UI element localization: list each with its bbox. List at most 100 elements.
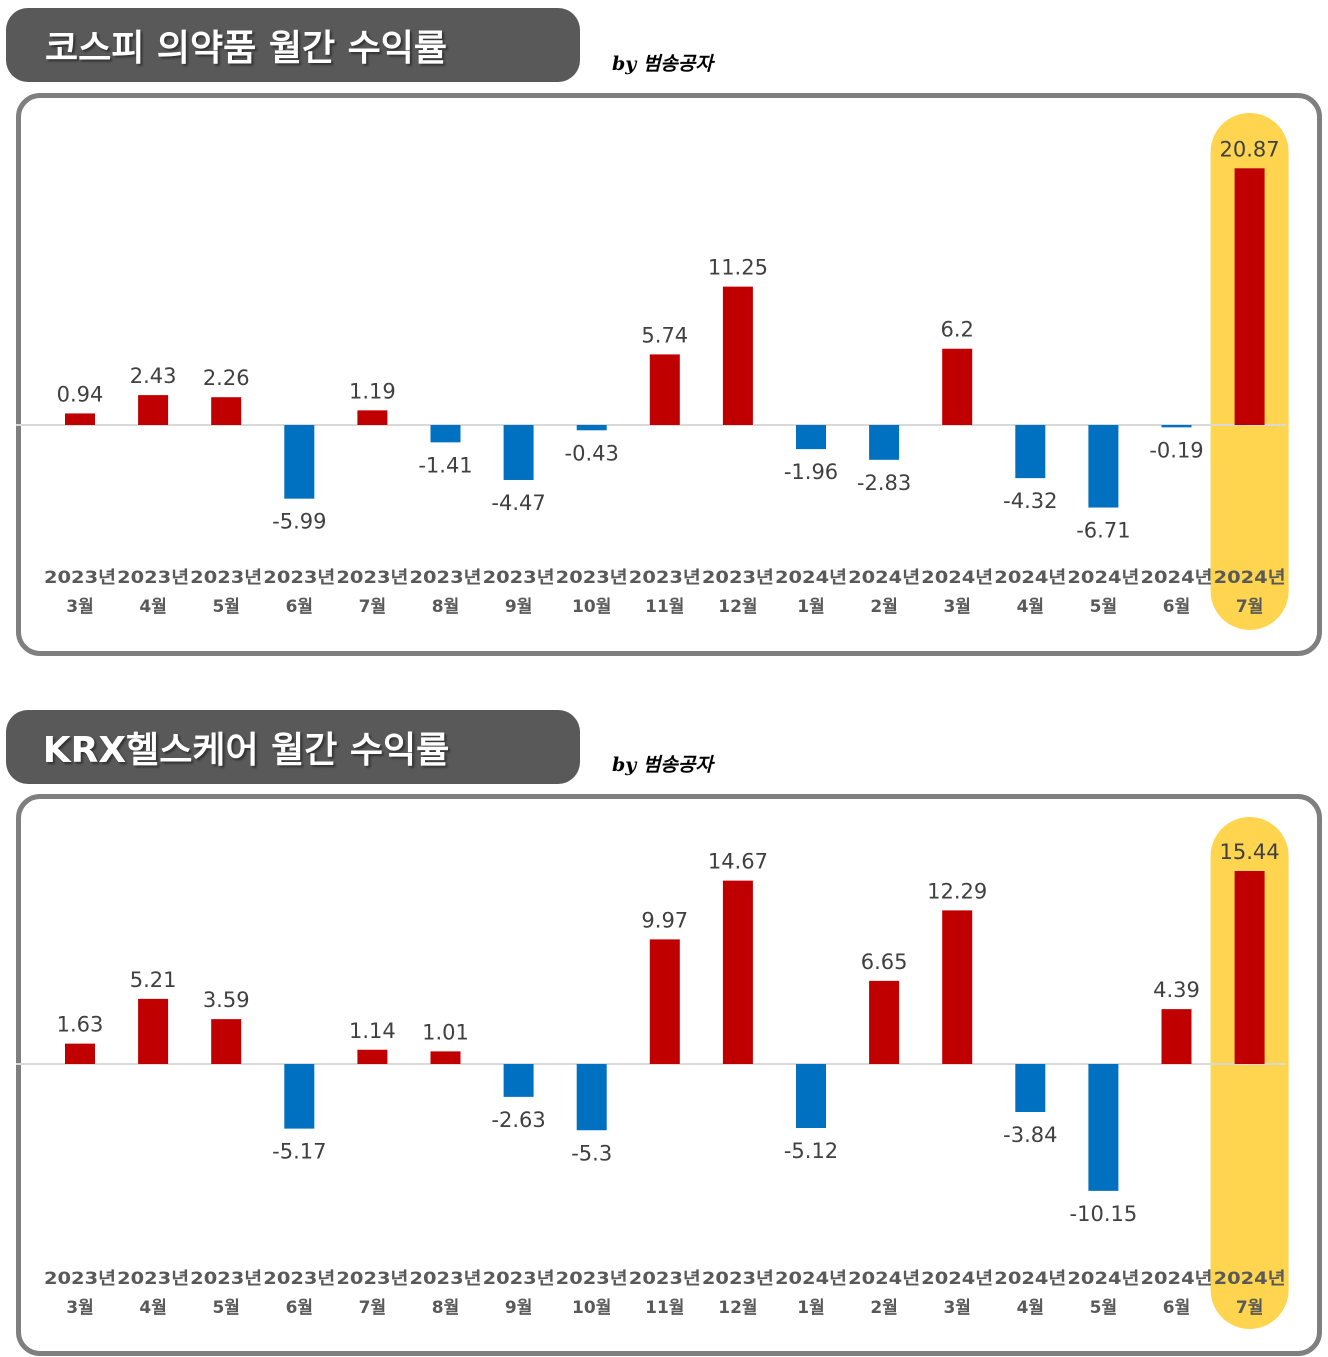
chart2-bar-13 <box>942 910 973 1064</box>
chart1-bar-6 <box>430 425 461 443</box>
chart2-category-month-16: 6월 <box>1163 1298 1190 1318</box>
chart2-bar-4 <box>284 1064 315 1129</box>
chart2-data-label-6: 1.01 <box>422 1020 469 1044</box>
chart2-category-year-6: 2023년 <box>410 1269 482 1289</box>
chart2-data-label-14: -3.84 <box>1003 1123 1057 1147</box>
chart1-category-month-10: 12월 <box>718 597 757 617</box>
chart1-bar-14 <box>1015 425 1046 479</box>
chart2-highlight-capsule <box>1210 817 1289 1329</box>
chart1-data-label-6: -1.41 <box>418 453 472 477</box>
chart2-title: KRX헬스케어 월간 수익률 <box>42 730 450 771</box>
chart2-category-month-12: 2월 <box>870 1298 897 1318</box>
chart1-category-month-9: 11월 <box>645 597 684 617</box>
chart1-data-label-7: -4.47 <box>491 491 545 515</box>
chart2-bar-1 <box>65 1043 95 1064</box>
chart2-category-year-7: 2023년 <box>483 1269 555 1289</box>
chart2-category-year-14: 2024년 <box>994 1269 1066 1289</box>
chart1-category-month-11: 1월 <box>797 597 824 617</box>
chart1-category-year-9: 2023년 <box>629 568 701 588</box>
chart1-data-label-5: 1.19 <box>349 379 396 403</box>
chart2-byline: by 범송공자 <box>612 754 713 776</box>
chart2-bar-16 <box>1161 1009 1192 1064</box>
chart2-panel <box>16 794 1322 1356</box>
chart2-bar-5 <box>357 1049 388 1064</box>
chart1-category-month-2: 4월 <box>139 597 166 617</box>
chart2-bar-3 <box>211 1019 242 1064</box>
chart2-category-year-9: 2023년 <box>629 1269 701 1289</box>
chart2-category-month-2: 4월 <box>139 1298 166 1318</box>
chart1-category-year-5: 2023년 <box>336 568 408 588</box>
chart2-data-label-9: 9.97 <box>641 908 688 932</box>
chart2-category-month-8: 10월 <box>572 1298 611 1318</box>
chart2-bar-14 <box>1015 1064 1046 1112</box>
chart1-data-label-15: -6.71 <box>1076 519 1130 543</box>
chart2-bar-12 <box>869 980 900 1064</box>
chart2-bar-7 <box>503 1064 534 1097</box>
chart1-category-month-3: 5월 <box>212 597 239 617</box>
chart1-bar-4 <box>284 425 315 499</box>
chart1-data-label-8: -0.43 <box>565 441 619 465</box>
chart1-data-label-13: 6.2 <box>940 318 973 342</box>
chart1-category-month-8: 10월 <box>572 597 611 617</box>
chart1-data-label-2: 2.43 <box>130 364 177 388</box>
chart1-category-year-15: 2024년 <box>1067 568 1139 588</box>
chart1-category-month-1: 3월 <box>66 597 93 617</box>
chart1-data-label-11: -1.96 <box>784 460 838 484</box>
chart1-data-label-4: -5.99 <box>272 510 326 534</box>
chart1-category-year-12: 2024년 <box>848 568 920 588</box>
chart1-category-month-17: 7월 <box>1236 597 1263 617</box>
chart2-data-label-13: 12.29 <box>927 879 987 903</box>
chart2-bar-10 <box>722 880 753 1064</box>
chart2-category-year-5: 2023년 <box>336 1269 408 1289</box>
chart1-category-month-16: 6월 <box>1163 597 1190 617</box>
chart2-data-label-11: -5.12 <box>784 1139 838 1163</box>
chart1-category-year-6: 2023년 <box>410 568 482 588</box>
chart2-bar-17 <box>1234 871 1265 1064</box>
chart2-category-month-13: 3월 <box>943 1298 970 1318</box>
chart2-category-year-10: 2023년 <box>702 1269 774 1289</box>
chart1-bar-7 <box>503 425 534 480</box>
chart1-bar-8 <box>576 425 607 431</box>
chart1-title: 코스피 의약품 월간 수익률 <box>45 28 447 69</box>
chart2-bar-2 <box>138 998 169 1064</box>
chart2-category-year-13: 2024년 <box>921 1269 993 1289</box>
chart1-bar-10 <box>722 286 753 425</box>
chart2-data-label-3: 3.59 <box>203 988 250 1012</box>
chart1-data-label-14: -4.32 <box>1003 489 1057 513</box>
chart2-bar-11 <box>796 1064 826 1128</box>
chart1-data-label-9: 5.74 <box>641 323 688 347</box>
chart1-category-year-7: 2023년 <box>483 568 555 588</box>
chart1-bar-2 <box>138 395 169 425</box>
chart1-bar-1 <box>65 413 95 425</box>
chart1-data-label-12: -2.83 <box>857 471 911 495</box>
chart2-data-label-8: -5.3 <box>571 1141 612 1165</box>
chart1-category-year-2: 2023년 <box>117 568 189 588</box>
chart2-category-month-3: 5월 <box>212 1298 239 1318</box>
chart2-category-month-7: 9월 <box>505 1298 532 1318</box>
chart1-category-year-14: 2024년 <box>994 568 1066 588</box>
chart2-data-label-4: -5.17 <box>272 1140 326 1164</box>
chart2-data-label-12: 6.65 <box>861 950 908 974</box>
chart2-data-label-15: -10.15 <box>1070 1202 1138 1226</box>
chart2-category-year-17: 2024년 <box>1214 1269 1286 1289</box>
chart2-bar-9 <box>649 939 680 1064</box>
chart1-category-month-6: 8월 <box>432 597 459 617</box>
chart1-bar-3 <box>211 397 242 425</box>
chart1-title-banner: 코스피 의약품 월간 수익률 <box>6 8 580 82</box>
chart2-category-month-6: 8월 <box>432 1298 459 1318</box>
chart1-bar-17 <box>1234 168 1265 425</box>
chart2-category-year-4: 2023년 <box>263 1269 335 1289</box>
chart1-bar-12 <box>869 425 900 460</box>
chart1-bar-5 <box>357 410 388 425</box>
chart2-category-month-11: 1월 <box>797 1298 824 1318</box>
chart1-category-year-11: 2024년 <box>775 568 847 588</box>
chart1-category-year-8: 2023년 <box>556 568 628 588</box>
chart2-bar-6 <box>430 1051 461 1064</box>
chart1-category-year-13: 2024년 <box>921 568 993 588</box>
chart1-category-year-17: 2024년 <box>1214 568 1286 588</box>
chart2-title-banner: KRX헬스케어 월간 수익률 <box>6 710 580 784</box>
chart2-category-year-12: 2024년 <box>848 1269 920 1289</box>
chart1-category-month-14: 4월 <box>1017 597 1044 617</box>
chart2-data-label-1: 1.63 <box>57 1013 104 1037</box>
